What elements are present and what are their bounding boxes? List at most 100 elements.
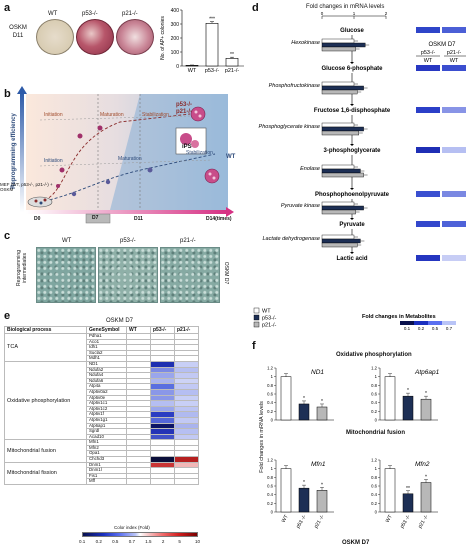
process-cell: Mitochondrial fission [4,461,87,486]
panel-f-xlabel: OSKM D7 [342,540,370,546]
heat-cell-p53 [416,107,440,113]
heat-cell-wt [126,478,151,485]
bar-WT [321,234,355,240]
color-index-tick: 10 [195,539,201,544]
y-tick-label: 0.6 [267,392,273,397]
metabolite-label: 3-phosphoglycerate [323,148,381,154]
heat-cell-p21 [174,411,199,418]
y-tick-label: 1.2 [371,458,377,463]
culture-dish-wt [36,19,74,55]
heat-cell-p21 [174,428,199,435]
y-tick-label: 0.6 [371,484,377,489]
heat-cell-p21 [174,444,199,452]
legend-label: WT [262,309,271,315]
x-tick-label: WT [281,514,290,524]
heat-cell-p21 [174,383,199,390]
y-axis-arrow [20,92,24,212]
wt-trajectory [39,153,216,203]
heat-cell-p21 [174,433,199,441]
bar-WT [321,122,355,128]
chart-title: Atp6ap1 [414,369,440,376]
top-axis-tick-label: 2 [385,12,388,16]
y-tick-label: 0.8 [371,475,377,480]
column-header: Biological process [4,326,87,334]
heat-cell-p21 [442,27,466,33]
wt-region [110,94,228,210]
heat-cell-p21 [442,147,466,153]
heat-sub-label: WT [424,58,433,64]
panel-d-top-label: Fold changes in mRNA levels [306,4,385,10]
panel-c-right-label: OSKM D7 [223,261,229,285]
heat-cell-p21 [174,344,199,351]
table-row: Oxidative phosphorylation ND1 [4,360,199,441]
y-tick-label: 0.8 [267,475,273,480]
panel-e-letter: e [4,310,11,322]
table-row: Mitochondrial fission Dnm1 [4,461,199,486]
table-row: Dnm1l [5,467,199,474]
significance-label: * [321,399,323,405]
heat-cell-p21 [174,456,199,463]
legend-label: p53-/- [262,316,277,322]
heat-cell-p21 [174,467,199,474]
panel-d-letter: d [252,2,259,14]
expression-table-grid: Biological process GeneSymbol WT p53-/- p21-… [4,326,199,486]
table-header-row: Biological process GeneSymbol WT p53-/- p21-… [4,326,199,334]
enzyme-label: Enolase [300,166,320,172]
color-index-title: Color index (Fold) [114,525,150,530]
x-tick-label: p53 -/- [295,514,308,530]
heat-cell-p53 [416,255,440,261]
cell-icons-mutant [56,125,103,188]
x-axis-arrow [26,210,226,214]
heat-col-label: p21-/- [447,50,462,56]
enzyme-label: Lactate dehydrogenase [263,236,321,242]
y-tick-label: 0.2 [371,501,377,506]
y-tick-label: 1.2 [371,366,377,371]
color-index-tick: 0.2 [95,539,102,544]
heat-cell-p53 [416,65,440,71]
bar [298,487,310,513]
bar [384,376,396,421]
x-tick-label: WT [385,514,394,524]
bar [402,395,414,421]
table-row: Mff [5,478,199,485]
y-tick-label: 0.8 [267,383,273,388]
bar-p53-/- [321,168,361,174]
x-tick-label: WT [188,68,197,74]
metabolite-label: Glucose [340,28,364,34]
legend-swatch [253,307,260,314]
column-header: p21-/- [174,326,199,334]
y-tick-label: 0.6 [371,392,377,397]
pathway-arrowhead [350,104,354,106]
mef-dish-icon [27,196,53,208]
table-row: Mdh1 [5,355,199,362]
y-tick-label: 400 [171,8,180,14]
micrograph-p53 [98,247,158,303]
table-row: Opa1 [5,450,199,458]
wt-label: WT [226,154,236,160]
legend-swatch [253,321,260,328]
chart-title: Mfn1 [311,461,326,468]
metabolite-label: Glucose 6-phosphate [321,66,383,72]
y-tick-label: 1 [375,374,378,379]
dish-label-p53: p53-/- [82,11,98,17]
heat-cell-p53 [150,478,175,485]
y-tick-label: 100 [171,50,180,56]
metabolite-label: Phosphophoenolpyruvate [315,192,390,198]
panel-c-col-p21: p21-/- [180,238,196,244]
y-tick-label: 0.6 [267,484,273,489]
heat-cell-p21 [174,372,199,379]
micrograph-p21 [160,247,220,303]
color-index-ticks: 0.1 0.2 0.5 0.7 1.5 2 5 10 [79,539,201,547]
heat-cell-p21 [174,333,199,340]
bar [316,490,328,513]
y-tick-label: 0.2 [267,501,273,506]
panel-a-row-label: OSKM D11 [4,24,32,40]
heat-cell-p21 [174,461,199,469]
panel-a-letter: a [4,2,11,14]
chart-title: Mfn2 [415,461,430,468]
heat-cell-p21 [442,191,466,197]
mutant-trajectory [39,113,191,203]
heat-cell-p21 [174,450,199,458]
bar-p53-/- [321,238,361,244]
bar [205,22,219,67]
